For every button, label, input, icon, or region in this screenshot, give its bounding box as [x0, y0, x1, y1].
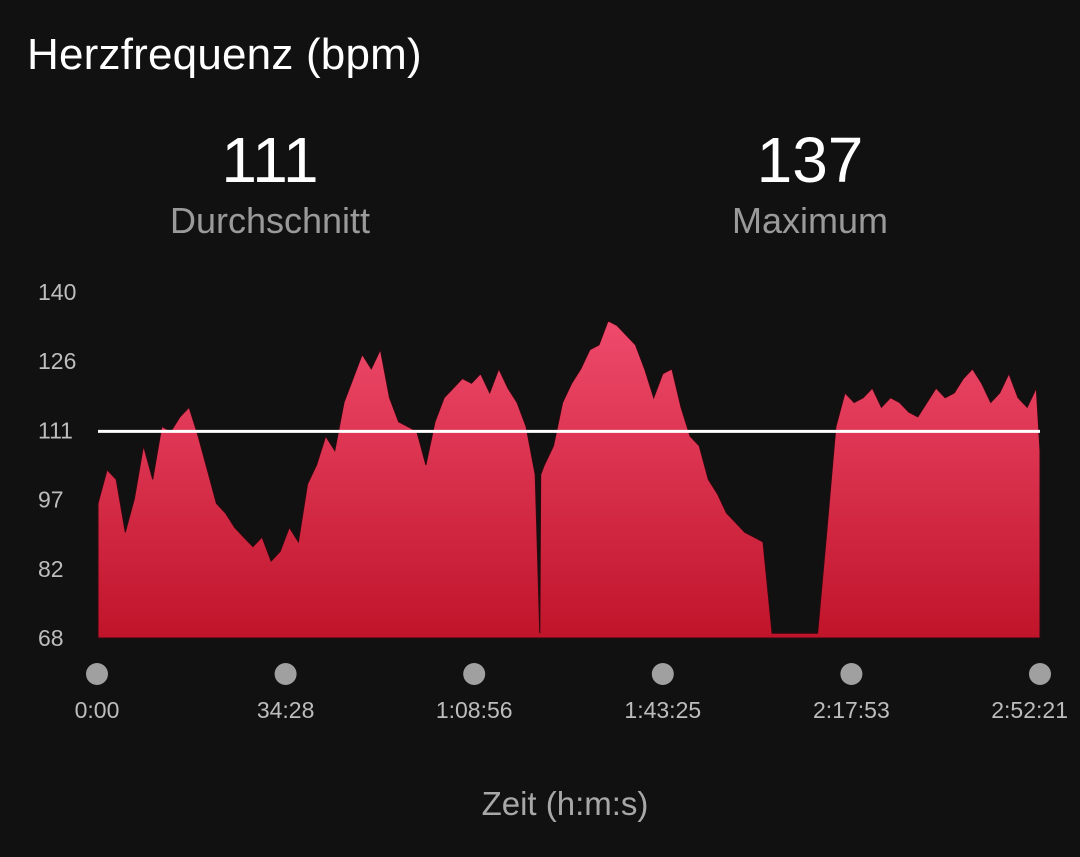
maximum-label: Maximum — [731, 200, 888, 241]
x-tick-marker[interactable] — [86, 663, 108, 685]
y-tick-label: 140 — [38, 279, 76, 305]
x-axis-ticks: 0:00 34:28 1:08:56 1:43:25 2:17:53 2:52:21 — [75, 663, 1068, 723]
y-tick-label: 82 — [38, 556, 64, 582]
y-tick-label: 126 — [38, 348, 76, 374]
maximum-value: 137 — [756, 124, 864, 196]
y-tick-label: 68 — [38, 625, 64, 651]
x-axis-label: Zeit (h:m:s) — [482, 785, 649, 822]
x-tick-label: 0:00 — [75, 697, 120, 723]
y-axis-ticks: 140 126 111 97 82 68 — [38, 279, 76, 651]
x-tick-label: 1:08:56 — [436, 697, 513, 723]
y-tick-label: 97 — [38, 487, 64, 513]
x-tick-label: 34:28 — [257, 697, 315, 723]
x-tick-marker[interactable] — [463, 663, 486, 685]
x-tick-marker[interactable] — [651, 663, 674, 685]
x-tick-label: 1:43:25 — [624, 697, 701, 723]
x-tick-marker[interactable] — [840, 663, 863, 685]
average-value: 111 — [221, 124, 319, 196]
average-label: Durchschnitt — [169, 200, 371, 241]
average-stat: 111 Durchschnitt — [70, 122, 470, 244]
plot-area — [97, 320, 1041, 639]
x-tick-label: 2:52:21 — [991, 697, 1068, 723]
heart-rate-area — [97, 320, 1041, 639]
maximum-stat: 137 Maximum — [610, 122, 1010, 244]
x-tick-marker[interactable] — [1029, 663, 1051, 685]
page-title: Herzfrequenz (bpm) — [27, 30, 422, 79]
y-tick-label: 111 — [38, 417, 73, 443]
x-tick-marker[interactable] — [274, 663, 297, 685]
x-tick-label: 2:17:53 — [813, 697, 890, 723]
